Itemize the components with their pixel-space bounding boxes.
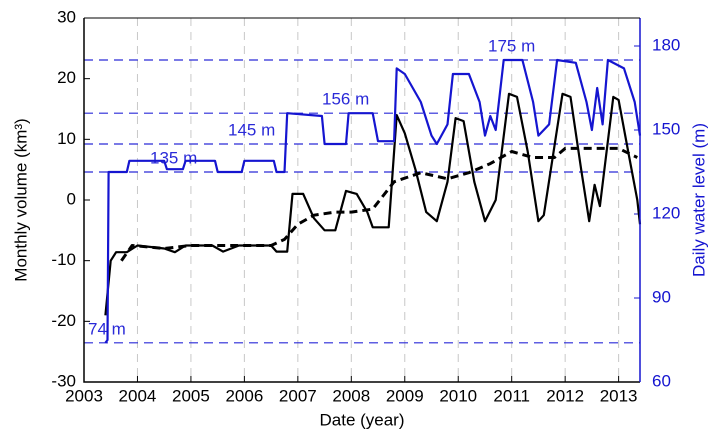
y-tick-label: 30 <box>57 7 76 26</box>
x-tick-label: 2010 <box>439 386 477 405</box>
y-axis-label: Monthly volume (km³) <box>11 118 30 281</box>
y-tick-label: -20 <box>51 311 76 330</box>
y-tick-label: -10 <box>51 250 76 269</box>
reference-label: 135 m <box>150 148 197 167</box>
x-axis-label: Date (year) <box>319 410 404 429</box>
x-tick-label: 2005 <box>172 386 210 405</box>
y2-tick-label: 180 <box>652 35 680 54</box>
data-line <box>104 58 642 344</box>
x-tick-label: 2004 <box>119 386 157 405</box>
y2-tick-label: 150 <box>652 119 680 138</box>
axis-frame <box>83 18 640 383</box>
x-tick-label: 2013 <box>600 386 638 405</box>
data-line <box>120 146 638 262</box>
x-tick-label: 2011 <box>493 386 530 405</box>
x-tick-label: 2009 <box>386 386 424 405</box>
y-tick-label: 0 <box>67 189 76 208</box>
reference-label: 145 m <box>228 120 275 139</box>
x-tick-label: 2006 <box>225 386 263 405</box>
y2-tick-label: 90 <box>652 287 671 306</box>
data-line <box>104 92 642 316</box>
y-tick-label: -30 <box>51 371 76 390</box>
x-tick-label: 2003 <box>65 386 103 405</box>
y2-axis-label: Daily water level (m) <box>689 123 708 277</box>
x-tick-label: 2012 <box>546 386 584 405</box>
x-tick-label: 2007 <box>279 386 317 405</box>
y2-tick-label: 120 <box>652 203 680 222</box>
x-tick-label: 2008 <box>332 386 370 405</box>
reference-label: 156 m <box>322 90 369 109</box>
y-tick-label: 20 <box>57 68 76 87</box>
y-tick-label: 10 <box>57 129 76 148</box>
y2-tick-label: 60 <box>652 371 671 390</box>
reference-label: 175 m <box>488 36 535 55</box>
